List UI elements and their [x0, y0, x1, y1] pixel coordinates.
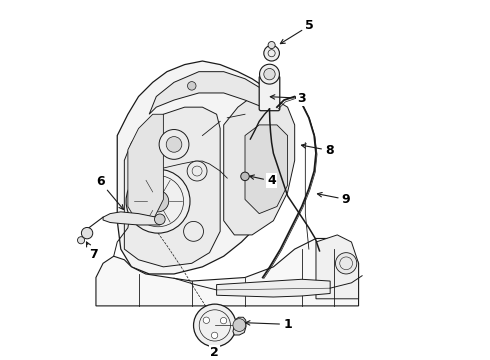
Text: 8: 8	[301, 144, 334, 157]
FancyBboxPatch shape	[259, 76, 280, 111]
Polygon shape	[217, 279, 330, 297]
Circle shape	[166, 136, 182, 152]
Circle shape	[194, 304, 236, 347]
Polygon shape	[128, 114, 163, 224]
Text: 5: 5	[280, 19, 314, 44]
Text: 1: 1	[245, 318, 292, 331]
Circle shape	[77, 237, 85, 244]
Circle shape	[260, 64, 279, 84]
Text: 9: 9	[318, 193, 350, 206]
Circle shape	[220, 318, 227, 324]
Polygon shape	[96, 238, 359, 306]
Circle shape	[336, 253, 357, 274]
Polygon shape	[316, 235, 359, 299]
Circle shape	[241, 172, 249, 181]
Circle shape	[154, 214, 165, 225]
Polygon shape	[117, 61, 291, 274]
Circle shape	[147, 190, 169, 212]
Circle shape	[126, 169, 190, 233]
Polygon shape	[103, 212, 163, 225]
Circle shape	[233, 319, 245, 332]
Circle shape	[81, 228, 93, 239]
Polygon shape	[149, 72, 273, 114]
Circle shape	[264, 68, 275, 80]
Text: 6: 6	[96, 175, 123, 210]
Text: 2: 2	[211, 346, 219, 359]
Text: 7: 7	[86, 242, 98, 261]
Circle shape	[264, 45, 279, 61]
Polygon shape	[233, 317, 246, 335]
Circle shape	[188, 82, 196, 90]
Text: 4: 4	[249, 175, 276, 188]
Circle shape	[159, 130, 189, 159]
Circle shape	[184, 221, 203, 241]
Text: 3: 3	[270, 92, 306, 105]
Circle shape	[268, 41, 275, 49]
Circle shape	[211, 332, 218, 338]
Polygon shape	[245, 125, 288, 213]
Circle shape	[203, 317, 210, 323]
Circle shape	[187, 161, 207, 181]
Polygon shape	[224, 96, 294, 235]
Polygon shape	[124, 107, 220, 267]
